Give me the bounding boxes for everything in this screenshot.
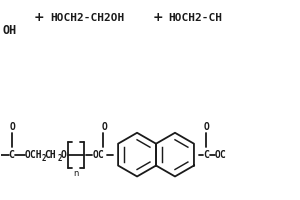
Text: O: O xyxy=(10,122,16,132)
Text: 2: 2 xyxy=(41,154,46,163)
Text: O: O xyxy=(101,122,107,132)
Text: C: C xyxy=(9,150,14,160)
Text: O: O xyxy=(204,122,210,132)
Text: HOCH2-CH2OH: HOCH2-CH2OH xyxy=(50,13,125,23)
Text: OC: OC xyxy=(92,150,104,160)
Text: OC: OC xyxy=(215,150,226,160)
Text: O: O xyxy=(60,150,66,160)
Text: C: C xyxy=(203,150,209,160)
Text: HOCH2-CH: HOCH2-CH xyxy=(168,13,222,23)
Text: +: + xyxy=(33,11,44,24)
Text: n: n xyxy=(74,169,79,178)
Text: OH: OH xyxy=(3,24,17,37)
Text: +: + xyxy=(153,11,163,24)
Text: 2: 2 xyxy=(57,154,62,163)
Text: CH: CH xyxy=(44,150,56,160)
Text: OCH: OCH xyxy=(25,150,42,160)
